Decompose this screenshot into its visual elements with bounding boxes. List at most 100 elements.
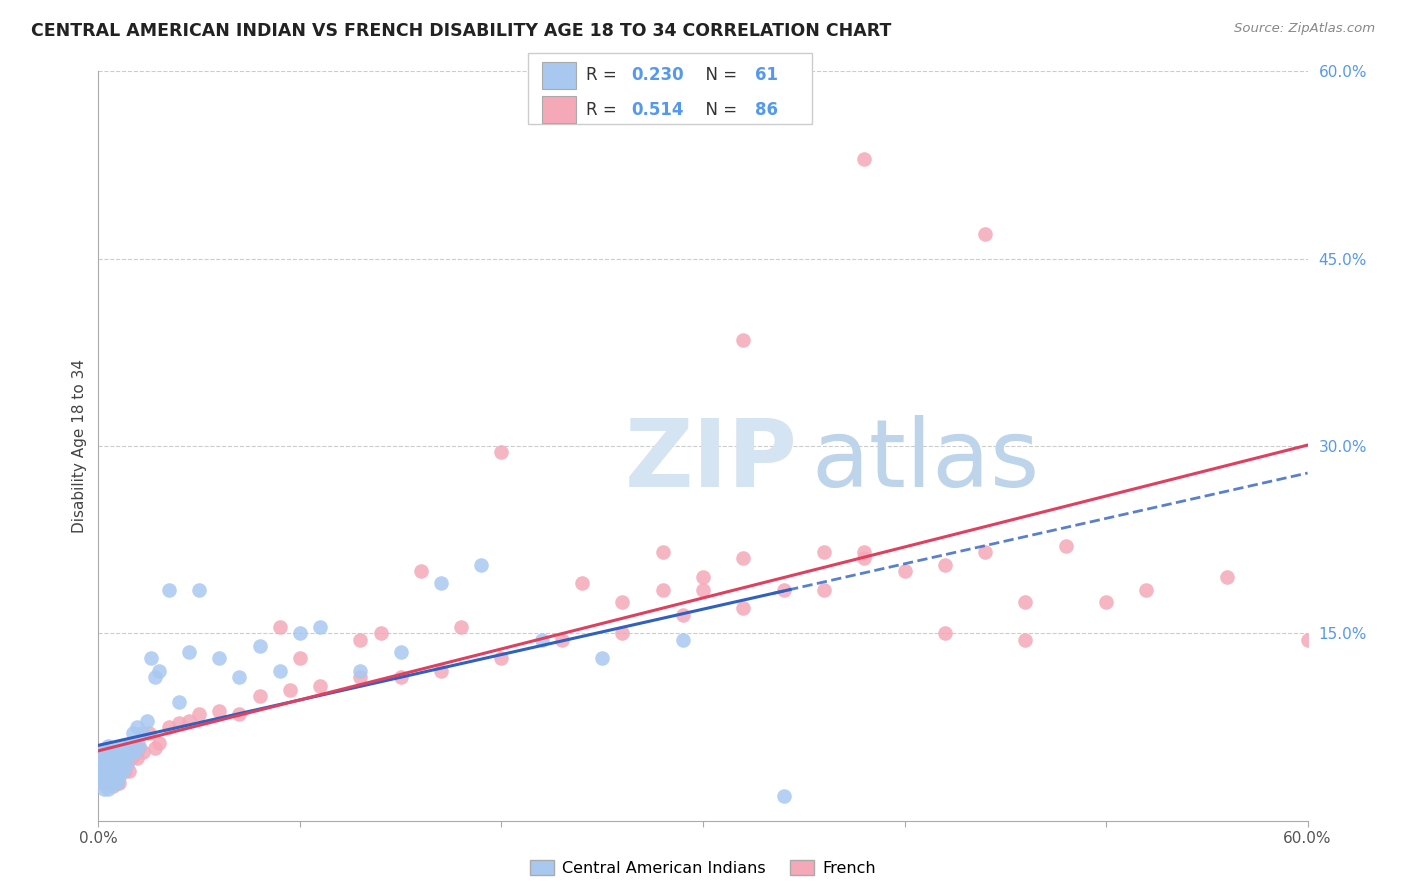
Point [813, 582, 835, 597]
Point [115, 757, 138, 772]
Point [118, 739, 141, 753]
Point [110, 739, 132, 753]
Point [101, 779, 124, 793]
Point [551, 632, 574, 647]
Text: Source: ZipAtlas.com: Source: ZipAtlas.com [1234, 22, 1375, 36]
Point [96, 745, 118, 759]
Point [96, 776, 118, 790]
Point [96, 761, 118, 775]
Point [124, 741, 146, 756]
Point [107, 754, 129, 768]
Point [91, 776, 114, 790]
Point [571, 576, 593, 591]
Point [107, 770, 129, 784]
Point [105, 748, 128, 763]
Point [103, 776, 125, 790]
Point [103, 754, 125, 768]
Point [89, 764, 111, 778]
Point [120, 745, 142, 759]
Point [115, 754, 138, 768]
Point [612, 626, 634, 640]
Point [148, 736, 170, 750]
Point [179, 645, 201, 659]
Point [93, 776, 115, 790]
Point [101, 766, 124, 780]
Point [733, 333, 755, 347]
Point [105, 776, 128, 790]
Point [97, 745, 120, 759]
Point [93, 766, 115, 780]
Text: R =: R = [586, 66, 621, 85]
Point [934, 558, 956, 572]
Point [853, 551, 876, 566]
FancyBboxPatch shape [527, 53, 811, 124]
Point [97, 739, 120, 753]
Point [143, 741, 166, 756]
Point [132, 726, 155, 740]
Text: 61: 61 [755, 66, 778, 85]
Point [111, 764, 134, 778]
Point [772, 789, 794, 803]
Point [103, 757, 125, 772]
Point [101, 745, 124, 759]
Point [349, 670, 371, 684]
Point [651, 545, 673, 559]
Point [103, 776, 125, 790]
Point [105, 751, 128, 765]
Point [1296, 632, 1319, 647]
Point [96, 776, 118, 790]
Point [813, 545, 835, 559]
Point [100, 776, 122, 790]
Point [101, 776, 124, 790]
Point [692, 570, 714, 584]
Point [128, 741, 150, 756]
Point [651, 582, 673, 597]
Point [1014, 595, 1036, 609]
Point [208, 651, 231, 665]
Point [97, 761, 120, 775]
Point [91, 757, 114, 772]
Point [853, 545, 876, 559]
Point [389, 670, 412, 684]
Point [530, 632, 553, 647]
Text: CENTRAL AMERICAN INDIAN VS FRENCH DISABILITY AGE 18 TO 34 CORRELATION CHART: CENTRAL AMERICAN INDIAN VS FRENCH DISABI… [31, 22, 891, 40]
Point [110, 764, 132, 778]
Point [278, 682, 301, 697]
Text: 0.514: 0.514 [631, 101, 685, 119]
Text: R =: R = [586, 101, 621, 119]
Point [591, 651, 613, 665]
Point [228, 707, 250, 722]
Point [430, 576, 453, 591]
Point [974, 545, 997, 559]
Point [491, 445, 513, 459]
Point [692, 582, 714, 597]
Point [1014, 632, 1036, 647]
Point [91, 764, 114, 778]
Point [93, 757, 115, 772]
Text: 0.230: 0.230 [631, 66, 685, 85]
Point [249, 689, 271, 703]
Point [120, 751, 142, 765]
Point [121, 748, 143, 763]
Point [430, 664, 453, 678]
Point [409, 564, 432, 578]
Point [269, 620, 291, 634]
Point [89, 751, 111, 765]
Point [114, 764, 136, 778]
Point [349, 664, 371, 678]
Point [157, 582, 180, 597]
Text: N =: N = [695, 66, 742, 85]
Point [89, 770, 111, 784]
Point [188, 582, 211, 597]
Point [97, 776, 120, 790]
Text: ZIP: ZIP [624, 415, 797, 507]
Point [269, 664, 291, 678]
Point [139, 651, 162, 665]
Point [288, 626, 311, 640]
Point [208, 704, 231, 718]
Point [97, 770, 120, 784]
Point [349, 632, 371, 647]
Point [188, 707, 211, 722]
Point [93, 782, 115, 797]
Point [1095, 595, 1118, 609]
